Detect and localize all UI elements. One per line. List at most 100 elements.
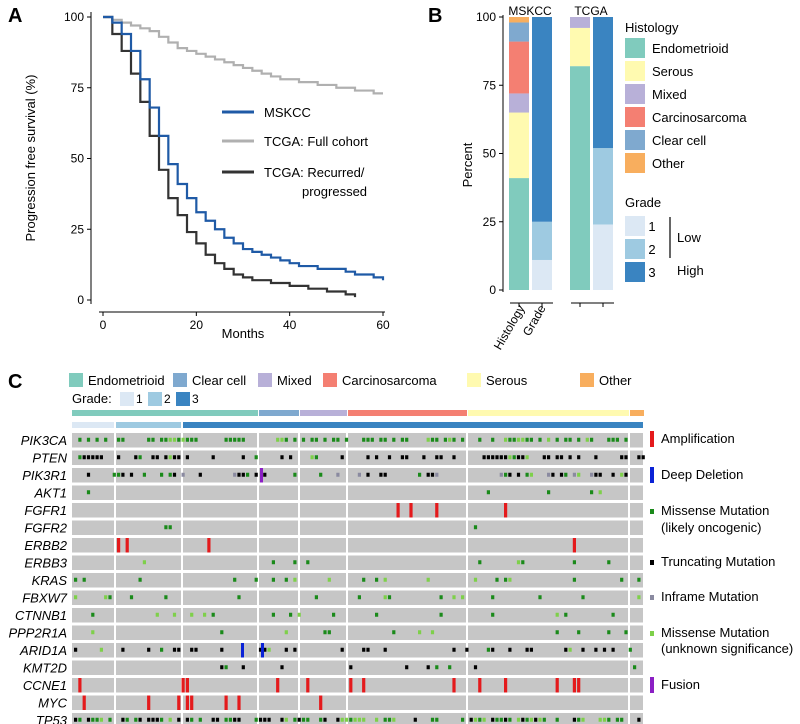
alteration-mark — [620, 577, 624, 582]
alteration-mark — [521, 455, 525, 460]
grade-swatch-grade3 — [625, 262, 645, 282]
alteration-mark — [392, 630, 396, 635]
alteration-mark — [439, 612, 443, 617]
alteration-mark — [117, 538, 121, 553]
alteration-mark — [542, 455, 546, 460]
gene-row-bg — [183, 625, 257, 640]
alteration-mark — [138, 455, 142, 460]
gene-row-bg — [300, 450, 346, 465]
alteration-mark — [237, 437, 241, 442]
alteration-mark — [164, 455, 168, 460]
alteration-mark — [538, 595, 542, 600]
alteration-mark — [284, 577, 288, 582]
alteration-mark — [224, 437, 228, 442]
alteration-mark — [555, 717, 559, 722]
alteration-mark — [198, 717, 202, 722]
alteration-mark — [461, 437, 465, 442]
alteration-mark — [280, 455, 284, 460]
gene-row-bg — [183, 660, 257, 675]
alteration-mark — [181, 678, 185, 693]
histology-swatch-mixed — [625, 84, 645, 104]
alteration-mark — [117, 472, 121, 477]
alteration-mark — [211, 612, 215, 617]
alteration-mark — [598, 472, 602, 477]
alt-legend-label: Fusion — [661, 677, 700, 692]
alteration-mark — [104, 437, 108, 442]
alteration-mark — [336, 437, 340, 442]
alteration-mark — [203, 612, 207, 617]
alteration-mark — [323, 437, 327, 442]
alt-legend-label: Truncating Mutation — [661, 554, 775, 569]
alt-legend-label: (likely oncogenic) — [661, 520, 761, 535]
alteration-mark — [508, 647, 512, 652]
alteration-mark — [555, 630, 559, 635]
alteration-mark — [323, 717, 327, 722]
gene-row-bg — [300, 468, 346, 483]
survival-ytick-label: 75 — [71, 81, 85, 95]
alteration-mark — [435, 717, 439, 722]
gene-row-bg — [259, 590, 298, 605]
alteration-mark — [452, 595, 456, 600]
alteration-mark — [310, 437, 314, 442]
gene-label: PPP2R1A — [8, 626, 67, 641]
alteration-mark — [615, 717, 619, 722]
gene-row-bg — [259, 538, 298, 553]
group-label-tcga: TCGA — [574, 4, 607, 18]
alteration-mark — [349, 678, 353, 693]
alteration-mark — [495, 577, 499, 582]
alteration-mark — [637, 455, 641, 460]
percent-ytick-label: 100 — [476, 10, 496, 24]
alteration-mark — [529, 437, 533, 442]
alteration-mark — [241, 437, 245, 442]
gene-label: PIK3CA — [21, 433, 67, 448]
alteration-mark — [430, 717, 435, 722]
stack-segment-grade2 — [532, 221, 552, 260]
gene-row-bg — [259, 660, 298, 675]
grade-legend-label: 2 — [648, 242, 655, 257]
alteration-mark — [602, 717, 607, 722]
grade-track-grade2 — [116, 422, 181, 428]
alteration-mark — [99, 647, 103, 652]
survival-xtick-label: 0 — [100, 318, 107, 332]
alteration-mark — [86, 472, 91, 477]
alteration-mark — [572, 560, 576, 565]
alteration-mark — [547, 472, 551, 477]
alteration-mark — [422, 455, 426, 460]
alteration-mark — [86, 455, 91, 460]
stack-segment-grade1 — [532, 259, 552, 290]
stack-segment-clear_cell — [509, 22, 529, 42]
gene-row-bg — [348, 520, 466, 535]
alteration-mark — [473, 525, 478, 530]
gene-label: ARID1A — [19, 643, 67, 658]
deep-deletion-mark — [261, 643, 264, 658]
alteration-mark — [637, 595, 641, 600]
stack-segment-grade3 — [532, 17, 552, 222]
alteration-mark — [284, 647, 288, 652]
alteration-mark — [284, 630, 288, 635]
alteration-mark — [516, 437, 521, 442]
alteration-mark — [293, 647, 297, 652]
alteration-mark — [499, 717, 503, 722]
gene-row-bg — [72, 573, 114, 588]
gene-row-bg — [72, 538, 114, 553]
percent-ytick-label: 25 — [483, 215, 497, 229]
gene-row-bg — [259, 468, 298, 483]
alteration-mark — [172, 472, 177, 477]
alt-legend-swatch — [650, 631, 654, 636]
gene-row-bg — [630, 468, 643, 483]
alteration-mark — [142, 560, 146, 565]
alteration-mark — [293, 560, 297, 565]
alteration-mark — [99, 455, 103, 460]
alteration-mark — [581, 647, 585, 652]
alt-legend-swatch — [650, 677, 654, 693]
alteration-mark — [267, 717, 271, 722]
alteration-mark — [387, 595, 392, 600]
alteration-mark — [172, 647, 177, 652]
alteration-mark — [426, 665, 430, 670]
alteration-mark — [452, 455, 456, 460]
alteration-mark — [598, 717, 602, 722]
alteration-mark — [185, 455, 189, 460]
alteration-mark — [607, 630, 611, 635]
gene-row-bg — [300, 660, 346, 675]
alteration-mark — [82, 577, 86, 582]
